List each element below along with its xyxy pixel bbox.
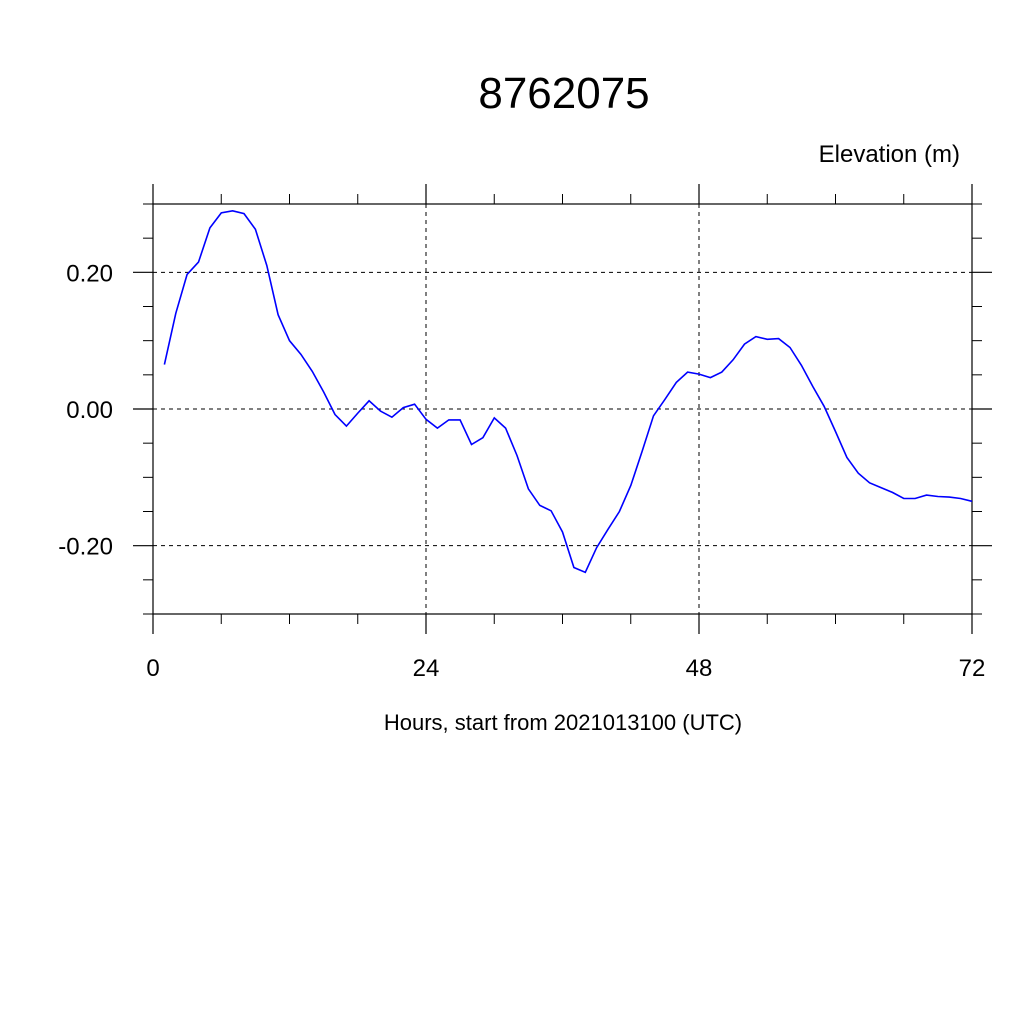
y-axis-label: Elevation (m) [819, 141, 960, 168]
series-line-elevation [163, 209, 973, 574]
x-tick-label: 48 [686, 655, 713, 682]
plot-frame [152, 203, 973, 615]
tick-labels: 0 24 48 72 -0.20 0.00 0.20 [58, 260, 985, 682]
y-tick-label: 0.00 [66, 397, 113, 424]
axis-ticks [133, 184, 992, 634]
x-tick-label: 72 [959, 655, 986, 682]
y-tick-label: 0.20 [66, 260, 113, 287]
y-tick-label: -0.20 [58, 534, 113, 561]
grid-lines [153, 204, 972, 614]
series-group [163, 209, 973, 574]
chart-title: 8762075 [478, 69, 649, 118]
x-axis-label: Hours, start from 2021013100 (UTC) [384, 710, 742, 735]
x-tick-label: 24 [413, 655, 440, 682]
x-tick-label: 0 [146, 655, 159, 682]
